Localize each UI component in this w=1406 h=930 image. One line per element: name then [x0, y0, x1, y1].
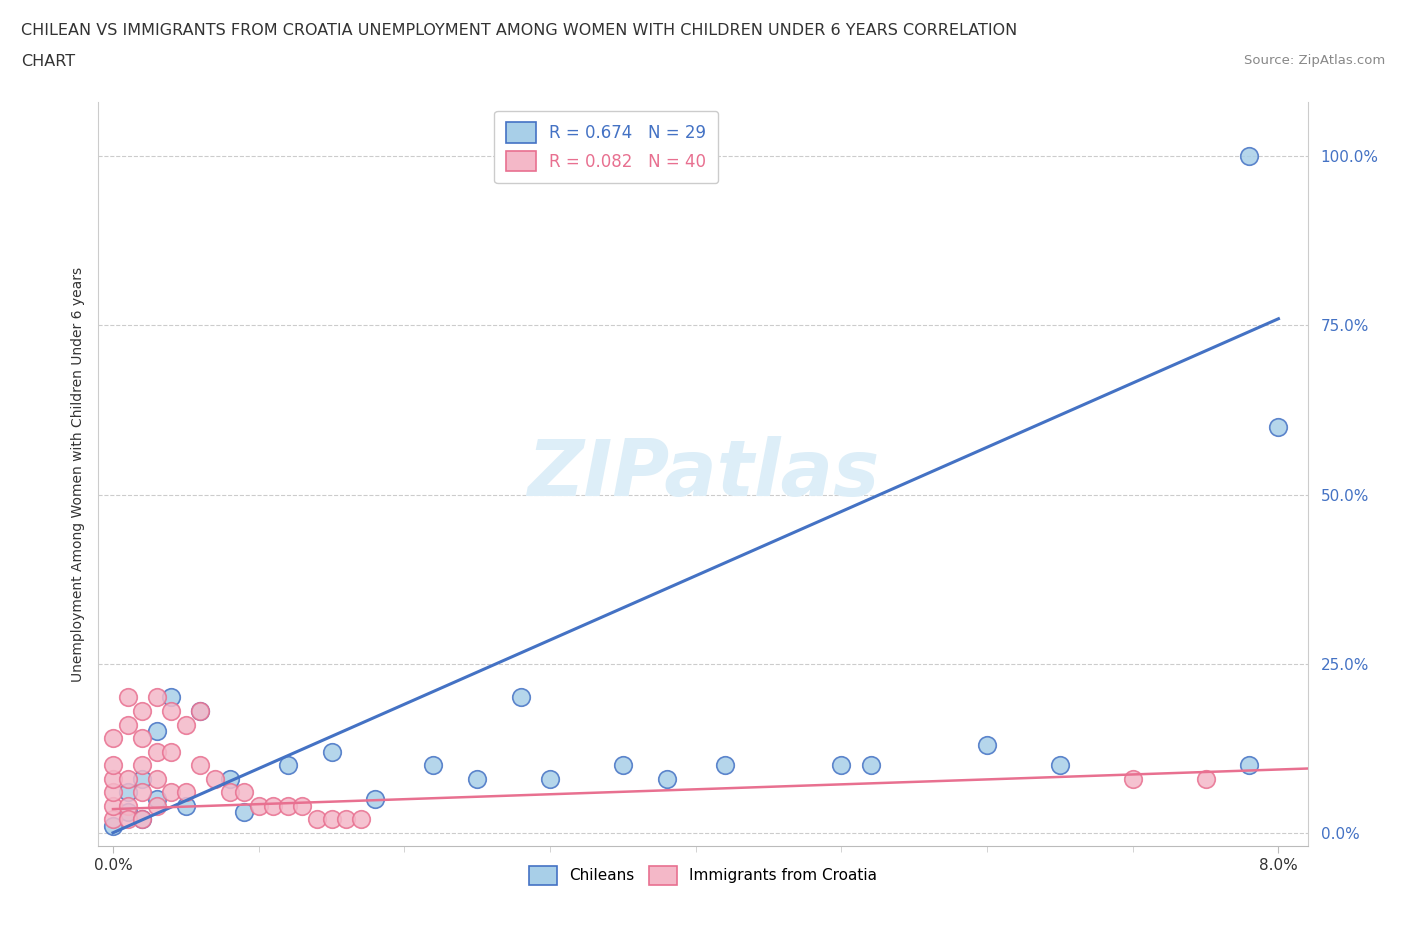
Point — [101, 785, 124, 800]
Point — [174, 717, 197, 732]
Point — [131, 771, 153, 786]
Point — [131, 812, 153, 827]
Point — [101, 798, 124, 813]
Point — [830, 758, 852, 773]
Point — [160, 690, 183, 705]
Point — [145, 771, 167, 786]
Point — [422, 758, 444, 773]
Point — [145, 744, 167, 759]
Point — [145, 798, 167, 813]
Point — [160, 744, 183, 759]
Point — [233, 805, 256, 820]
Point — [218, 785, 240, 800]
Point — [117, 717, 139, 732]
Point — [145, 791, 167, 806]
Point — [465, 771, 488, 786]
Point — [1049, 758, 1071, 773]
Point — [321, 812, 343, 827]
Point — [131, 704, 153, 719]
Point — [101, 818, 124, 833]
Point — [714, 758, 737, 773]
Point — [1239, 149, 1261, 164]
Text: ZIPatlas: ZIPatlas — [527, 436, 879, 512]
Point — [305, 812, 328, 827]
Point — [247, 798, 270, 813]
Point — [364, 791, 387, 806]
Point — [160, 785, 183, 800]
Point — [190, 758, 212, 773]
Point — [145, 724, 167, 738]
Point — [1122, 771, 1144, 786]
Point — [101, 812, 124, 827]
Point — [117, 798, 139, 813]
Point — [277, 798, 299, 813]
Point — [190, 704, 212, 719]
Point — [145, 690, 167, 705]
Point — [277, 758, 299, 773]
Point — [131, 812, 153, 827]
Point — [262, 798, 284, 813]
Legend: Chileans, Immigrants from Croatia: Chileans, Immigrants from Croatia — [523, 860, 883, 891]
Point — [335, 812, 357, 827]
Point — [538, 771, 561, 786]
Point — [655, 771, 678, 786]
Text: CHART: CHART — [21, 54, 75, 69]
Point — [101, 731, 124, 746]
Point — [117, 785, 139, 800]
Point — [174, 798, 197, 813]
Point — [291, 798, 314, 813]
Point — [131, 785, 153, 800]
Point — [117, 812, 139, 827]
Point — [117, 805, 139, 820]
Point — [117, 690, 139, 705]
Point — [1239, 758, 1261, 773]
Point — [509, 690, 531, 705]
Point — [1194, 771, 1216, 786]
Point — [131, 758, 153, 773]
Point — [321, 744, 343, 759]
Point — [174, 785, 197, 800]
Point — [204, 771, 226, 786]
Point — [117, 771, 139, 786]
Point — [350, 812, 373, 827]
Text: Source: ZipAtlas.com: Source: ZipAtlas.com — [1244, 54, 1385, 67]
Point — [131, 731, 153, 746]
Point — [976, 737, 998, 752]
Point — [160, 704, 183, 719]
Point — [612, 758, 634, 773]
Point — [859, 758, 882, 773]
Point — [101, 758, 124, 773]
Y-axis label: Unemployment Among Women with Children Under 6 years: Unemployment Among Women with Children U… — [70, 267, 84, 682]
Point — [1267, 419, 1289, 434]
Point — [190, 704, 212, 719]
Point — [218, 771, 240, 786]
Text: CHILEAN VS IMMIGRANTS FROM CROATIA UNEMPLOYMENT AMONG WOMEN WITH CHILDREN UNDER : CHILEAN VS IMMIGRANTS FROM CROATIA UNEMP… — [21, 23, 1018, 38]
Point — [101, 771, 124, 786]
Point — [233, 785, 256, 800]
